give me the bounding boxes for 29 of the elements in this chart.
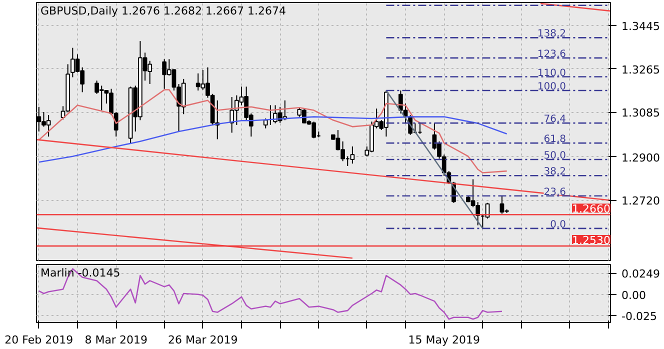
- series-label: 38,2: [544, 166, 566, 178]
- ref-line-label: 1.2530: [572, 234, 611, 248]
- line-series: [38, 268, 503, 320]
- series-label: 100,0: [537, 82, 566, 93]
- candlestick: [350, 146, 355, 164]
- x-tick-label: 8 Mar 2019: [84, 334, 148, 346]
- y-tick-label: 0.0249: [622, 268, 660, 281]
- x-tick-label: 15 May 2019: [408, 334, 480, 346]
- x-tick-label: 26 Mar 2019: [168, 334, 238, 346]
- x-tick-label: 20 Feb 2019: [4, 334, 74, 346]
- y-tick-label: 0.00: [622, 288, 646, 302]
- series-label: 76,4: [544, 114, 566, 126]
- series-label: 0.0: [550, 219, 566, 230]
- series-label: 138,2: [537, 28, 566, 40]
- series-label: 61,8: [544, 134, 566, 146]
- line-series: [38, 116, 508, 163]
- y-tick-label: 1.2900: [622, 151, 660, 164]
- y-tick-label: 1.2720: [622, 194, 660, 208]
- series-label: 23,6: [544, 186, 566, 198]
- candlestick: [263, 118, 268, 129]
- y-tick-label: 1.3265: [622, 63, 660, 76]
- y-tick-label: 1.3085: [622, 106, 660, 120]
- series-label: 123,6: [537, 48, 566, 60]
- y-tick-label: 1.3445: [622, 20, 660, 33]
- chart-title: GBPUSD,Daily 1.2676 1.2682 1.2667 1.2674: [40, 4, 286, 18]
- series-label: 50,0: [544, 150, 566, 162]
- ref-line-label: 1.2660: [572, 202, 611, 216]
- y-tick-label: -0.025: [622, 310, 657, 324]
- series-label: 110,0: [537, 68, 566, 79]
